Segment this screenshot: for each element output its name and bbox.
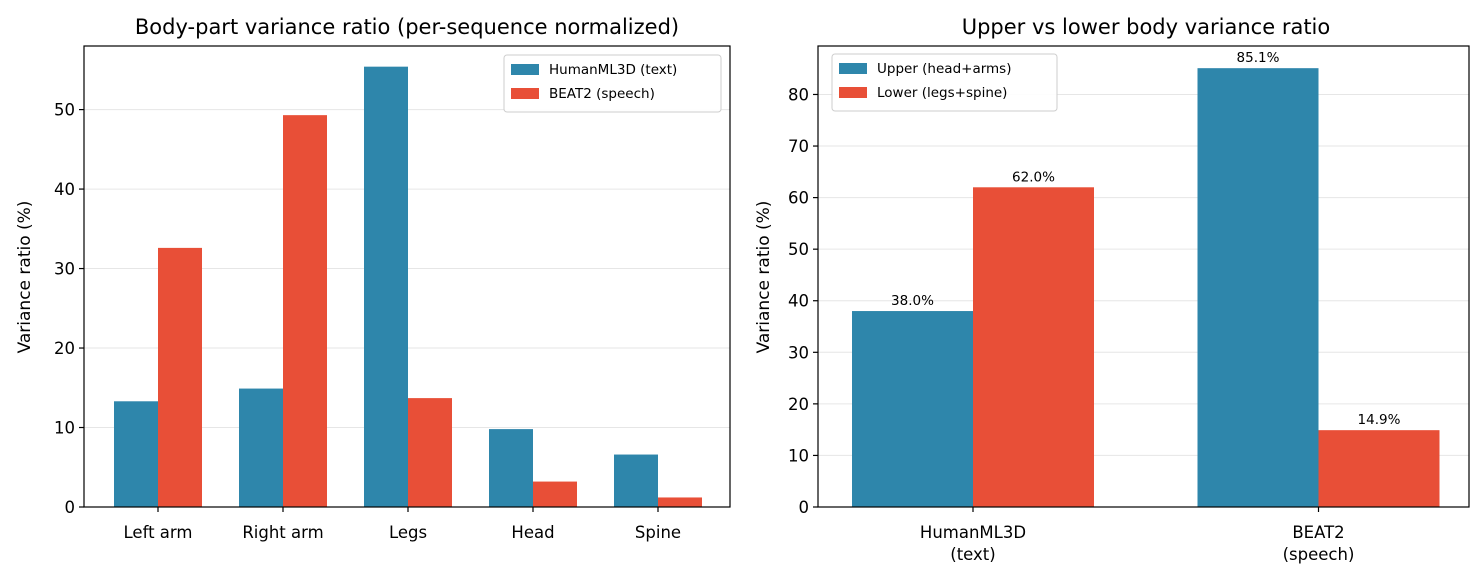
chart-right-title: Upper vs lower body variance ratio (962, 15, 1331, 39)
right-data-label: 38.0% (891, 293, 934, 309)
left-ytick-label: 10 (54, 419, 75, 438)
right-data-label: 85.1% (1237, 50, 1280, 66)
right-category-label: HumanML3D (920, 523, 1026, 542)
left-bar-4-0 (614, 454, 658, 507)
right-category-label: BEAT2 (1292, 523, 1344, 542)
right-legend-swatch (839, 63, 867, 74)
right-ytick-label: 10 (788, 446, 809, 465)
right-ytick-label: 60 (788, 189, 809, 208)
chart-left-ylabel: Variance ratio (%) (15, 201, 35, 354)
left-legend-label: HumanML3D (text) (549, 62, 677, 78)
right-legend-box (831, 53, 1058, 112)
right-data-label: 62.0% (1012, 169, 1055, 185)
left-ytick-label: 50 (54, 101, 75, 120)
right-legend-label: Upper (head+arms) (877, 61, 1012, 77)
chart-right-ylabel: Variance ratio (%) (754, 201, 774, 354)
chart-left-title: Body-part variance ratio (per-sequence n… (135, 15, 679, 39)
left-bar-2-0 (364, 66, 408, 507)
right-ytick-label: 40 (788, 292, 809, 311)
left-bar-2-1 (408, 398, 452, 507)
right-ytick-label: 20 (788, 395, 809, 414)
right-ytick-label: 30 (788, 343, 809, 362)
left-category-label: Legs (389, 523, 427, 542)
chart-right-legend: Upper (head+arms) Lower (legs+spine) (831, 53, 1058, 112)
left-category-label: Spine (635, 523, 681, 542)
left-legend-swatch (511, 64, 539, 75)
chart-right-frame (817, 45, 1470, 508)
right-legend-label: Lower (legs+spine) (877, 85, 1007, 101)
right-ytick-label: 80 (788, 85, 809, 104)
right-bar-0-1 (973, 187, 1094, 507)
left-bar-0-1 (158, 247, 202, 507)
left-ytick-label: 20 (54, 339, 75, 358)
right-category-label: (text) (950, 545, 995, 564)
left-category-label: Left arm (124, 523, 193, 542)
left-bar-4-1 (658, 497, 702, 507)
right-bar-0-0 (852, 311, 973, 507)
left-ytick-label: 40 (54, 180, 75, 199)
right-ytick-label: 0 (799, 498, 810, 517)
chart-left: Body-part variance ratio (per-sequence n… (15, 15, 731, 542)
left-bar-0-0 (114, 401, 158, 507)
right-category-label: (speech) (1283, 545, 1355, 564)
left-ytick-label: 30 (54, 260, 75, 279)
left-legend-label: BEAT2 (speech) (549, 86, 655, 102)
right-ytick-label: 50 (788, 240, 809, 259)
left-bar-3-0 (489, 429, 533, 507)
left-category-label: Right arm (242, 523, 323, 542)
left-bar-3-1 (533, 481, 577, 507)
right-data-label: 14.9% (1358, 412, 1401, 428)
left-legend-box (503, 54, 722, 113)
right-bar-1-0 (1197, 68, 1319, 508)
right-legend-swatch (839, 87, 867, 98)
right-bar-1-1 (1318, 430, 1440, 507)
left-ytick-label: 0 (65, 498, 76, 517)
chart-right: Upper vs lower body variance ratio Varia… (754, 15, 1470, 564)
right-ytick-label: 70 (788, 137, 809, 156)
left-bar-1-0 (239, 388, 283, 507)
chart-left-legend: HumanML3D (text) BEAT2 (speech) (503, 54, 722, 113)
left-category-label: Head (511, 523, 554, 542)
left-legend-swatch (511, 88, 539, 99)
left-bar-1-1 (283, 115, 327, 508)
chart-left-frame (83, 45, 731, 508)
